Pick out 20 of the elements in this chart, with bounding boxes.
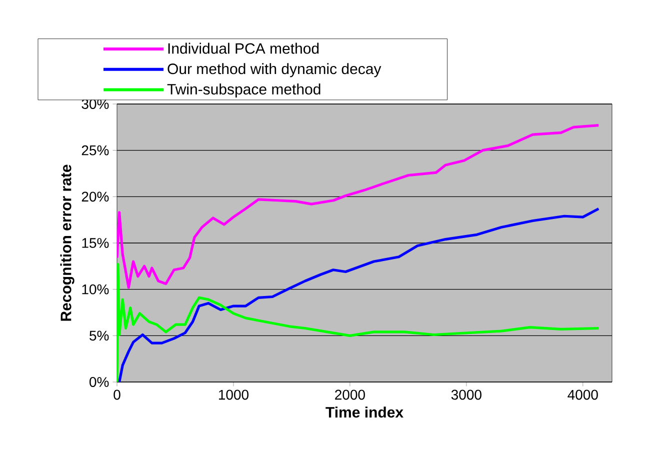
y-tick-label: 5% — [90, 330, 109, 341]
x-tick-label: 4000 — [568, 390, 598, 400]
x-tick-label: 3000 — [451, 390, 482, 400]
y-axis-title: Recognition error rate — [60, 164, 74, 321]
x-tick-label: 2000 — [335, 390, 365, 400]
y-tick-label: 10% — [82, 284, 109, 294]
y-tick-label: 0% — [90, 377, 109, 387]
x-tick-label: 1000 — [218, 390, 248, 400]
x-axis-title: Time index — [326, 406, 404, 418]
legend-label: Individual PCA method — [168, 42, 319, 54]
y-tick-label: 25% — [82, 145, 109, 156]
line-series — [118, 207, 600, 382]
x-tick-label: 0 — [114, 390, 120, 400]
y-tick-label: 20% — [82, 192, 109, 202]
y-tick-label: 30% — [82, 99, 109, 109]
y-tick-label: 15% — [82, 238, 109, 248]
line-series — [117, 124, 600, 289]
line-series — [117, 263, 600, 382]
legend-label: Twin-subspace method — [167, 84, 320, 98]
legend-label: Our method with dynamic decay — [168, 63, 382, 78]
